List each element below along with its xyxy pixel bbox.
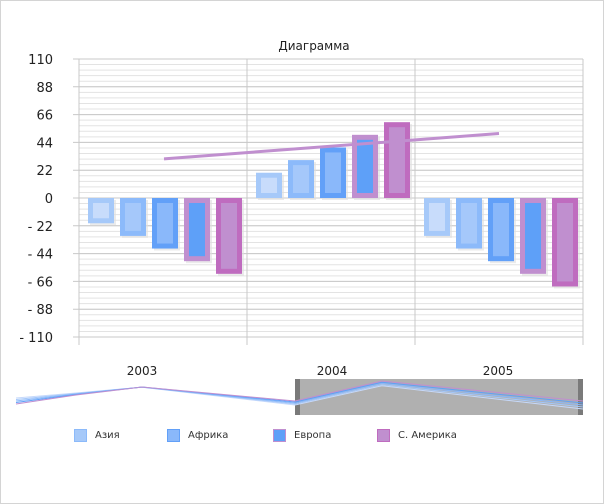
navigator-label: 2005 [483,364,514,378]
chart-title: Диаграмма [278,39,349,53]
legend-label: Азия [95,430,120,441]
y-tick-label: - 88 [28,303,53,318]
y-tick-label: - 66 [28,275,53,290]
navigator-series-line [15,384,584,408]
navigator-right-handle[interactable] [578,379,583,415]
y-tick-label: - 44 [28,248,53,263]
legend-item[interactable]: С. Америка [377,429,457,442]
trendline [163,132,500,161]
legend-swatch [167,429,180,442]
legend-label: Европа [294,430,332,441]
y-tick-label: - 110 [19,331,53,346]
navigator-series-line [15,382,584,406]
bar [488,198,514,262]
legend-swatch [74,429,87,442]
y-tick-label: 110 [28,53,53,68]
navigator-label: 2003 [127,364,158,378]
y-tick-label: 44 [36,136,53,151]
trendline-path [163,132,500,161]
bar [552,198,578,287]
bar [288,160,314,199]
bar [424,198,450,236]
legend-label: С. Америка [398,430,457,441]
bars [88,122,580,289]
bar [120,198,146,236]
navigator-series-line [15,385,584,410]
bar [256,172,282,199]
bar [184,198,210,262]
bar [352,134,378,198]
y-axis: 110 88 66 44 22 0 - 22 - 44 - 66 - 88 - 110 [19,53,53,346]
bar [88,198,114,224]
bar [384,122,410,198]
bar [152,198,178,249]
navigator-label: 2004 [317,364,348,378]
navigator-series-line [15,381,584,404]
bar [520,198,546,274]
legend-item[interactable]: Европа [273,429,331,442]
bar [320,147,346,198]
y-tick-label: 0 [45,192,53,207]
navigator-left-handle[interactable] [295,379,300,415]
y-tick-label: 88 [36,81,53,96]
navigator: 2003 2004 2005 [15,364,584,415]
navigator-selection[interactable] [295,379,583,415]
y-tick-label: - 22 [28,220,53,235]
legend-swatch [377,429,390,442]
y-tick-label: 22 [36,164,53,179]
legend-item[interactable]: Африка [167,429,228,442]
legend-swatch [273,429,286,442]
bar [456,198,482,249]
navigator-series-line [15,380,584,405]
y-tick-label: 66 [36,109,53,124]
legend-label: Африка [188,430,229,441]
legend-item[interactable]: Азия [74,429,120,442]
bar [216,198,242,274]
